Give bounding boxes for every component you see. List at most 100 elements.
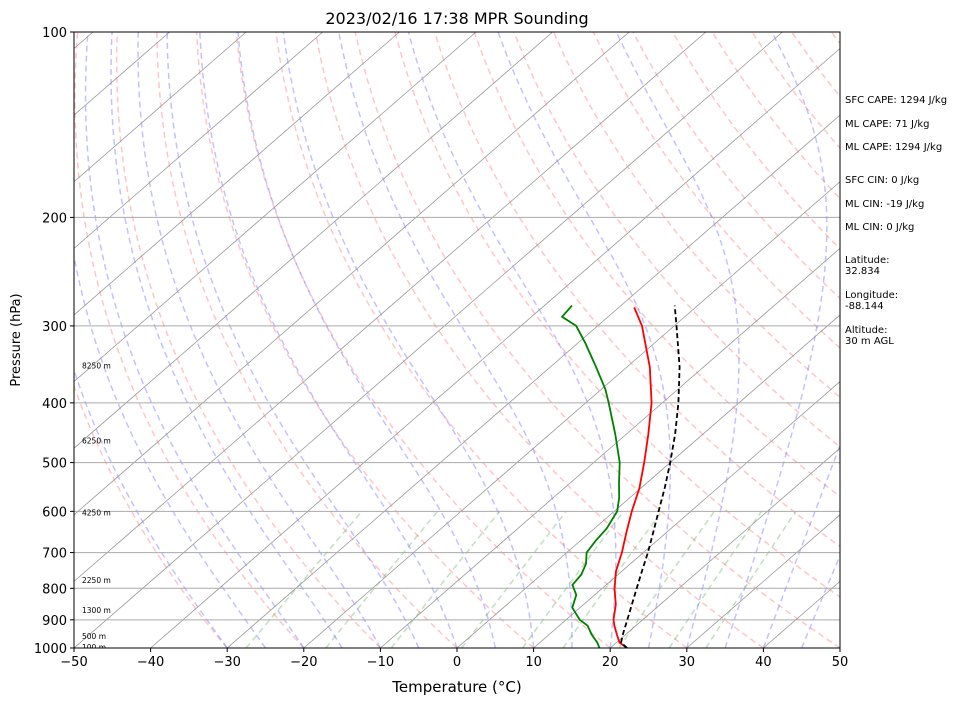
x-tick-label: 30 [679, 655, 696, 670]
y-tick-label: 1000 [34, 642, 67, 657]
moist-adiabat [282, 32, 535, 648]
y-tick-label: 500 [42, 457, 67, 472]
isotherm-line [533, 381, 840, 648]
height-label: 100 m [82, 643, 106, 652]
dry-adiabat [513, 32, 840, 448]
moist-adiabat [237, 32, 497, 648]
dewpoint-profile-line [560, 304, 621, 648]
x-tick-label: −20 [290, 655, 317, 670]
ml-cape-label: ML CAPE: 71 J/kg [845, 119, 930, 130]
dry-adiabat [235, 32, 611, 648]
x-tick-label: 10 [525, 655, 542, 670]
y-tick-label: 400 [42, 397, 67, 412]
isotherm-line [686, 514, 840, 648]
dry-adiabat [632, 32, 840, 300]
ml-cin-label: ML CIN: -19 J/kg [845, 199, 925, 210]
isotherm-line [74, 32, 324, 249]
height-label: 500 m [82, 632, 106, 641]
y-tick-label: 200 [42, 211, 67, 226]
y-axis-label: Pressure (hPa) [9, 293, 24, 386]
altitude-label: Altitude: 30 m AGL [845, 325, 894, 347]
x-tick-label: 40 [755, 655, 772, 670]
data-lines: 100 m 500 m 1300 m 2250 m 4250 m 6250 m 8250 m [82, 304, 681, 652]
moist-adiabat [137, 32, 382, 648]
height-label: 4250 m [82, 509, 111, 518]
mixing-ratio-line [705, 510, 797, 648]
moist-adiabat [724, 32, 828, 648]
mixing-ratio-line [390, 510, 501, 648]
isotherm-line [74, 32, 783, 648]
y-tick-label: 700 [42, 547, 67, 562]
mixing-ratio-line [245, 510, 363, 648]
moist-adiabat [199, 32, 458, 648]
moist-adiabat [497, 32, 672, 648]
latitude-label: Latitude: 32.834 [845, 255, 890, 277]
dry-adiabat [115, 32, 381, 648]
isotherm-line [74, 32, 170, 116]
height-label: 6250 m [82, 436, 111, 445]
ml-cin-label-2: ML CIN: 0 J/kg [845, 222, 915, 233]
x-tick-label: −30 [213, 655, 240, 670]
background-lines [74, 32, 968, 648]
isotherm-line [303, 181, 840, 648]
sfc-cape-label: SFC CAPE: 1294 J/kg [845, 95, 948, 106]
isotherm-line [380, 247, 840, 648]
dry-adiabat [950, 32, 968, 648]
x-tick-label: 20 [602, 655, 619, 670]
x-tick-label: −10 [367, 655, 394, 670]
isotherm-line [74, 32, 707, 582]
dry-adiabat [74, 384, 228, 648]
chart-title: 2023/02/16 17:38 MPR Sounding [325, 9, 588, 28]
y-tick-label: 100 [42, 26, 67, 41]
x-tick-label: 50 [832, 655, 849, 670]
moist-adiabat [74, 252, 267, 648]
parcel-profile-line [620, 305, 681, 648]
moist-adiabat [615, 32, 740, 648]
dry-adiabat [592, 32, 840, 349]
y-tick-label: 600 [42, 505, 67, 520]
mixing-ratio-line [521, 510, 625, 648]
plot-frame [73, 31, 841, 649]
sfc-cin-label: SFC CIN: 0 J/kg [845, 175, 920, 186]
moist-adiabat [74, 367, 228, 648]
temperature-profile-line [612, 307, 653, 648]
moist-adiabat [110, 32, 343, 648]
isotherm-line [150, 47, 840, 648]
x-tick-label: 0 [453, 655, 461, 670]
dry-adiabat [433, 32, 840, 548]
dry-adiabat [394, 32, 840, 598]
dry-adiabat [552, 32, 840, 399]
axes: −50 −40 −30 −20 −10 0 10 20 30 40 50 1000 900 800 700 6… [34, 26, 848, 670]
isotherm-line [226, 114, 840, 648]
moist-adiabat [84, 32, 305, 648]
longitude-label: Longitude: -88.144 [845, 290, 899, 312]
dry-adiabat [156, 32, 458, 648]
moist-adiabat [407, 32, 617, 648]
y-tick-label: 800 [42, 582, 67, 597]
y-tick-label: 300 [42, 320, 67, 335]
mixing-ratio-line [325, 510, 439, 648]
isotherm-line [609, 447, 840, 648]
moist-adiabat [762, 443, 840, 648]
isotherm-line [74, 32, 477, 383]
isotherm-line [74, 32, 247, 183]
dry-adiabat [195, 32, 535, 648]
isotherm-line [74, 32, 553, 449]
moist-adiabat [338, 32, 573, 648]
x-axis-label: Temperature (°C) [391, 678, 521, 696]
x-tick-label: −50 [60, 655, 87, 670]
dry-adiabat [473, 32, 840, 498]
height-label: 8250 m [82, 362, 111, 371]
dry-adiabat [275, 32, 688, 648]
height-label: 1300 m [82, 606, 111, 615]
ml-cape-label-2: ML CAPE: 1294 J/kg [845, 142, 943, 153]
x-tick-label: −40 [137, 655, 164, 670]
dry-adiabat [314, 32, 764, 648]
isotherm-line [74, 32, 400, 316]
dry-adiabat [354, 32, 840, 648]
y-tick-label: 900 [42, 614, 67, 629]
isotherm-line [74, 32, 630, 516]
isotherm-line [456, 314, 840, 648]
height-label: 2250 m [82, 576, 111, 585]
